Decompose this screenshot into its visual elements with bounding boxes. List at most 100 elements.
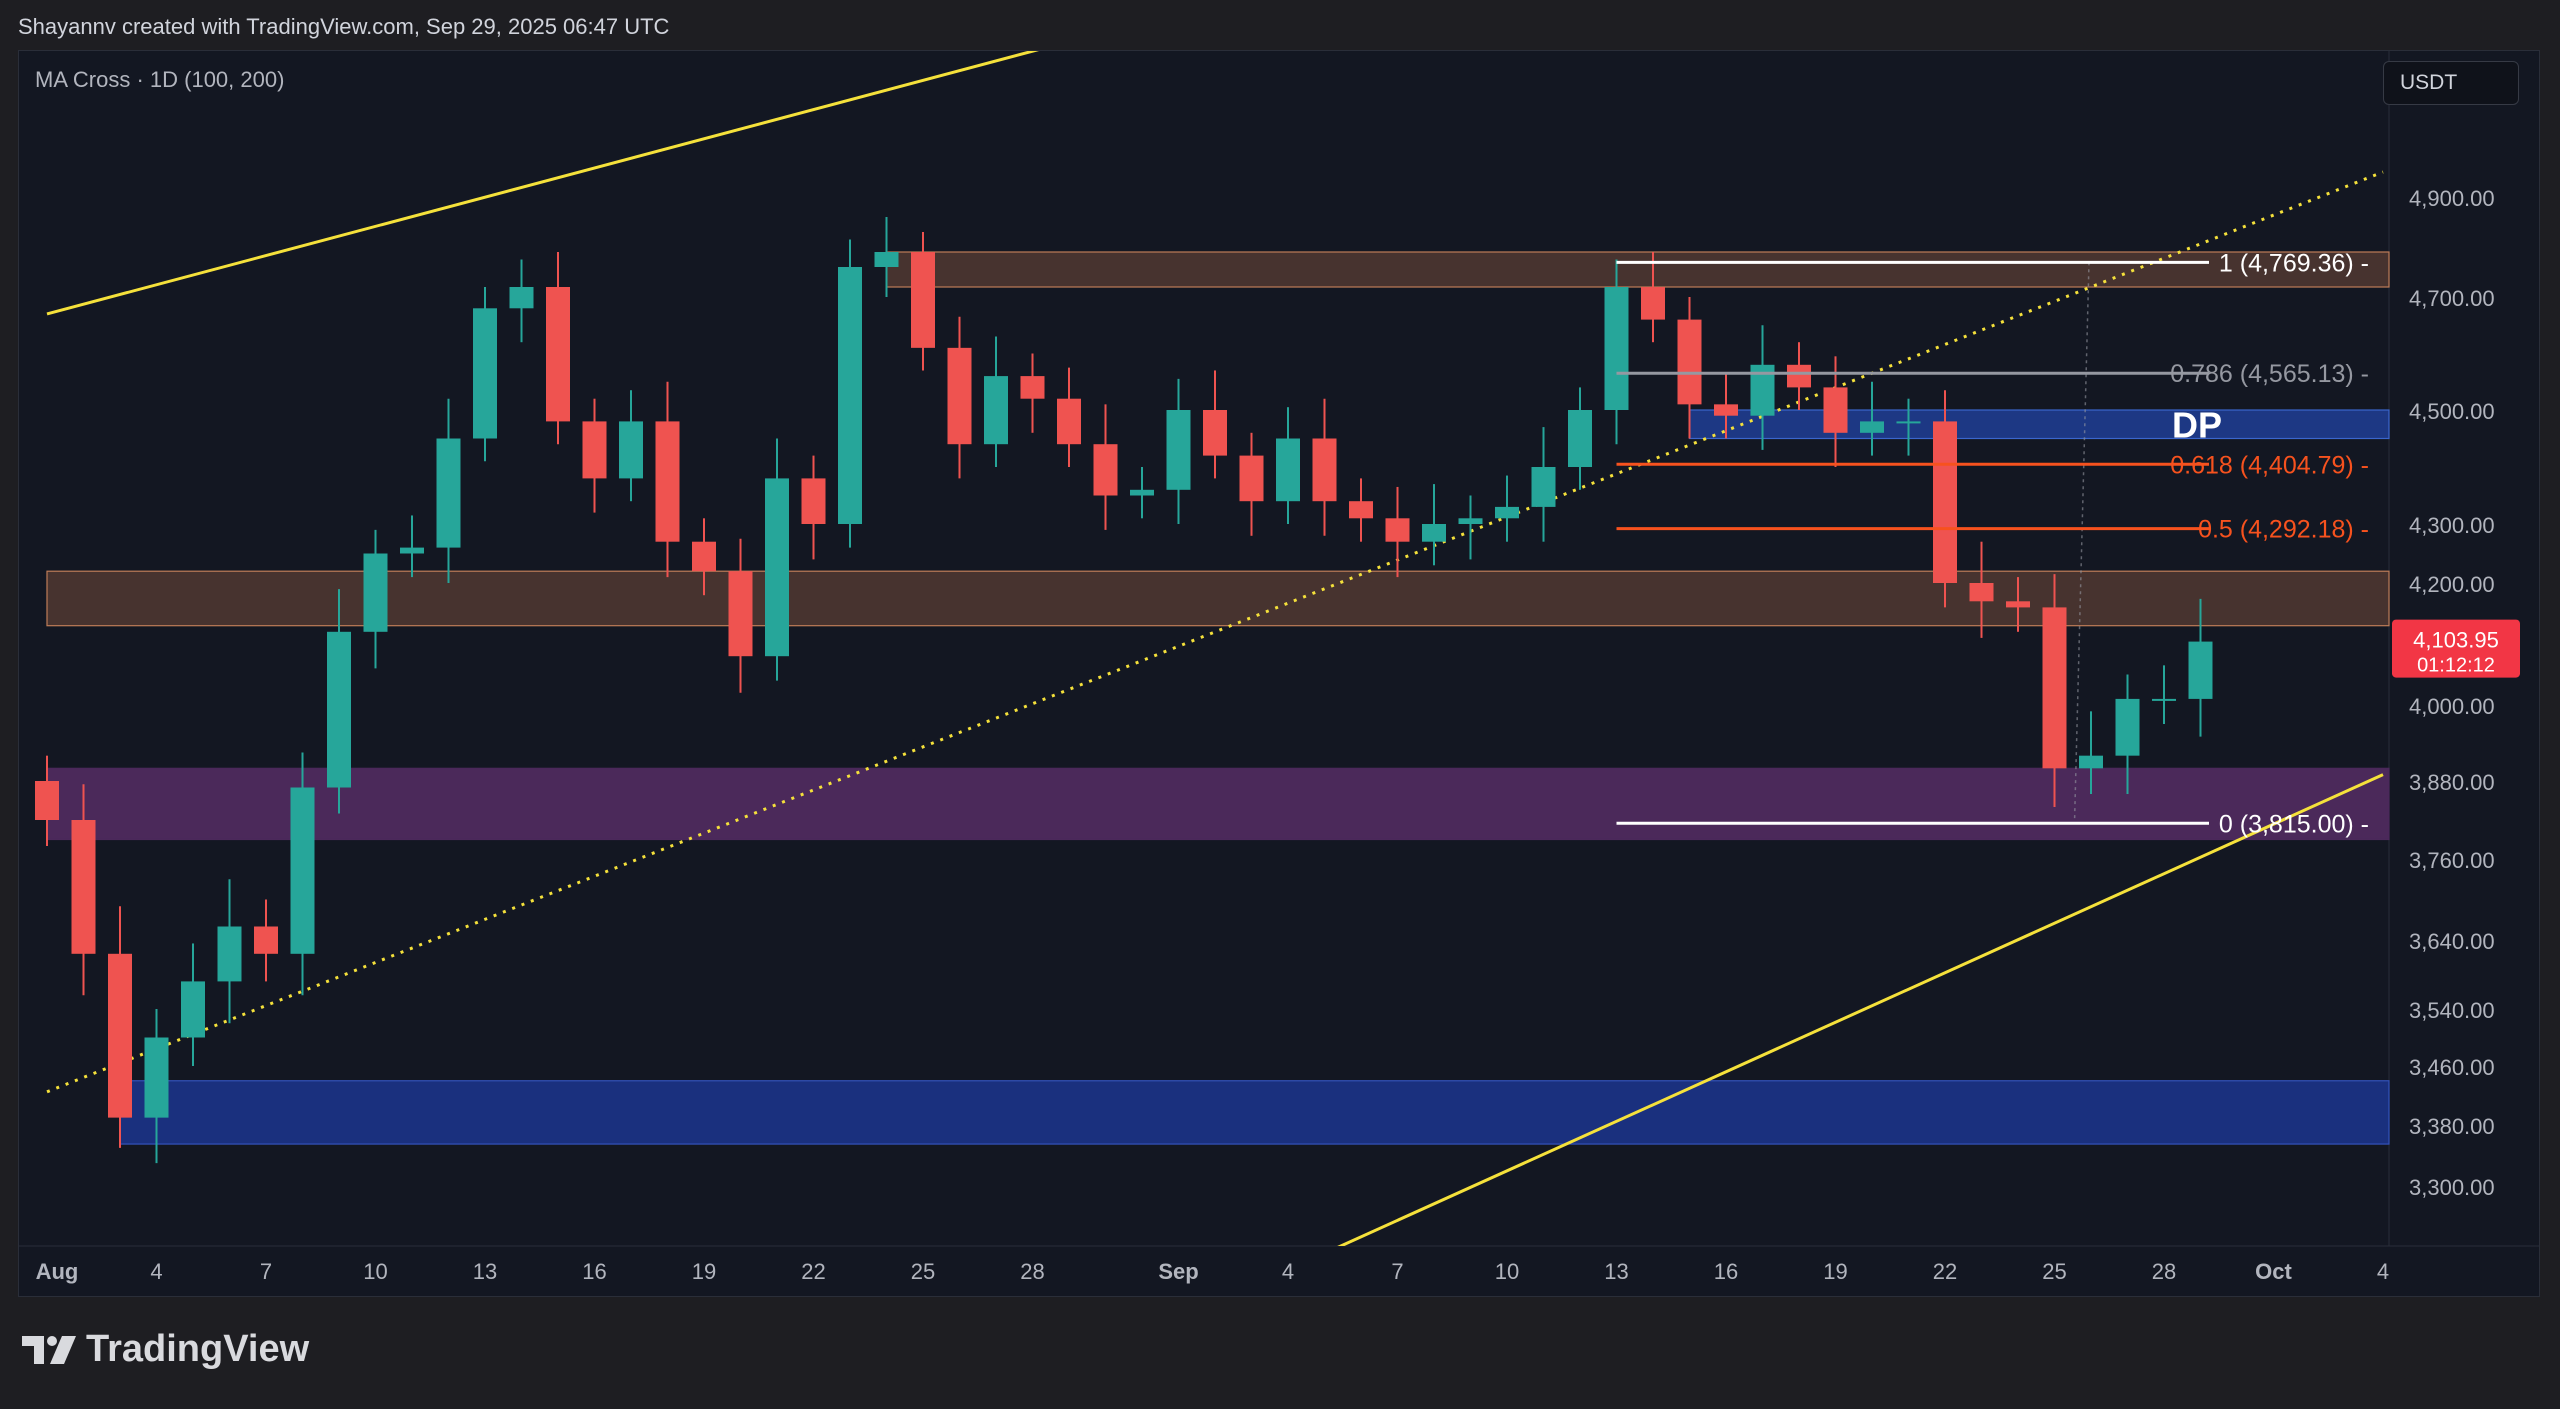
candle-2025-09-10: [1495, 475, 1519, 542]
x-tick-label: 28: [1020, 1259, 1044, 1284]
x-tick-label: 4: [2377, 1259, 2389, 1284]
candle-2025-09-04: [1276, 407, 1300, 524]
last-price-value: 4,103.95: [2413, 628, 2499, 653]
x-tick-label: Sep: [1158, 1259, 1198, 1284]
candle-2025-09-13: [1604, 259, 1629, 445]
x-tick-label: 10: [1495, 1259, 1519, 1284]
x-tick-label: 22: [801, 1259, 825, 1284]
y-tick-label: 3,540.00: [2409, 998, 2495, 1023]
candle-2025-08-16: [582, 398, 607, 513]
x-tick-label: 25: [2042, 1259, 2066, 1284]
trend-line-solid-0: [46, 51, 1040, 316]
candle-2025-08-01: [35, 755, 59, 846]
x-tick-label: 10: [363, 1259, 387, 1284]
candle-2025-08-24: [874, 217, 899, 297]
x-tick-label: 7: [1391, 1259, 1403, 1284]
fib-label-0: 0 (3,815.00) -: [2219, 810, 2369, 838]
candle-2025-09-28: [2152, 665, 2176, 724]
x-tick-label: 16: [1714, 1259, 1738, 1284]
candle-2025-08-07: [254, 899, 278, 982]
candle-2025-08-10: [363, 529, 388, 669]
x-tick-label: 13: [1604, 1259, 1628, 1284]
candle-2025-08-15: [546, 252, 570, 445]
trend-line-solid-1: [1337, 773, 2384, 1246]
zone-demand-3: [119, 1080, 2390, 1145]
candle-2025-09-12: [1568, 387, 1592, 490]
tradingview-logo[interactable]: TradingView: [22, 1328, 309, 1371]
fib-label-0.786: 0.786 (4,565.13) -: [2170, 360, 2369, 388]
tradingview-wordmark: TradingView: [86, 1328, 310, 1370]
currency-button[interactable]: USDT: [2383, 61, 2519, 105]
x-tick-label: 4: [150, 1259, 162, 1284]
candle-2025-09-24: [2006, 577, 2030, 632]
dp-zone-label: DP: [2172, 404, 2222, 445]
x-tick-label: 28: [2152, 1259, 2176, 1284]
x-tick-label: Aug: [36, 1259, 79, 1284]
candle-2025-08-31: [1130, 467, 1154, 519]
x-tick-label: 13: [473, 1259, 497, 1284]
y-tick-label: 3,880.00: [2409, 770, 2495, 795]
candle-2025-08-26: [947, 316, 972, 479]
candle-2025-08-04: [144, 1009, 169, 1164]
candle-2025-09-21: [1896, 398, 1921, 456]
candle-2025-08-29: [1057, 367, 1081, 467]
y-tick-label: 4,900.00: [2409, 186, 2495, 211]
candle-2025-08-25: [911, 232, 935, 371]
candle-2025-09-19: [1823, 356, 1848, 467]
candle-2025-09-15: [1677, 297, 1702, 439]
candle-2025-09-16: [1714, 373, 1738, 439]
candle-2025-08-03: [108, 906, 132, 1148]
candle-2025-09-20: [1860, 381, 1884, 456]
chart-attribution: Shayannv created with TradingView.com, S…: [18, 14, 670, 39]
x-tick-label: 4: [1282, 1259, 1294, 1284]
countdown-timer: 01:12:12: [2417, 655, 2495, 677]
y-tick-label: 4,300.00: [2409, 513, 2495, 538]
fib-label-0.618: 0.618 (4,404.79) -: [2170, 451, 2369, 479]
candle-2025-09-11: [1531, 427, 1556, 542]
candle-2025-09-02: [1203, 370, 1227, 479]
candle-2025-08-28: [1020, 353, 1045, 433]
chart-panel[interactable]: DP 1 (4,769.36) - 0.786 (4,565.13) - 0.618 …: [18, 50, 2540, 1297]
candle-2025-09-22: [1933, 390, 1957, 608]
candle-2025-09-08: [1422, 484, 1446, 566]
y-tick-label: 3,640.00: [2409, 929, 2495, 954]
x-tick-label: 19: [692, 1259, 716, 1284]
y-tick-label: 3,760.00: [2409, 848, 2495, 873]
fib-trend-diagonal: [2073, 262, 2090, 824]
candle-2025-09-25: [2042, 574, 2067, 807]
candle-2025-09-01: [1166, 378, 1191, 524]
candle-2025-08-02: [71, 784, 96, 996]
candle-2025-08-08: [290, 752, 315, 996]
zone-demand-2: [46, 767, 2390, 841]
fib-label-1: 1 (4,769.36) -: [2219, 249, 2369, 277]
y-tick-label: 4,000.00: [2409, 694, 2495, 719]
x-tick-label: Oct: [2255, 1259, 2292, 1284]
candle-2025-09-26: [2079, 711, 2103, 794]
candle-2025-09-03: [1239, 432, 1264, 536]
candle-2025-09-05: [1312, 398, 1337, 536]
candle-2025-08-13: [473, 287, 497, 462]
y-tick-label: 3,460.00: [2409, 1055, 2495, 1080]
zone-dp-4: [1688, 409, 2390, 440]
candle-2025-08-09: [327, 589, 351, 814]
indicator-label[interactable]: MA Cross · 1D (100, 200): [35, 67, 285, 92]
trend-line-dotted-2: [46, 170, 2384, 1094]
candle-2025-08-27: [984, 336, 1008, 467]
candle-2025-08-18: [655, 381, 680, 578]
y-tick-label: 4,500.00: [2409, 399, 2495, 424]
candle-2025-08-06: [217, 879, 242, 1024]
candle-2025-08-05: [181, 943, 205, 1066]
y-tick-label: 4,700.00: [2409, 286, 2495, 311]
candle-2025-08-23: [838, 239, 862, 548]
y-tick-label: 3,300.00: [2409, 1175, 2495, 1200]
price-chart[interactable]: DP 1 (4,769.36) - 0.786 (4,565.13) - 0.618 …: [19, 51, 2539, 1296]
candle-2025-08-19: [692, 518, 716, 596]
zone-supply-1: [46, 570, 2390, 627]
candle-2025-08-11: [400, 515, 424, 578]
candle-2025-09-06: [1349, 478, 1373, 542]
x-tick-label: 16: [582, 1259, 606, 1284]
y-tick-label: 3,380.00: [2409, 1114, 2495, 1139]
x-tick-label: 25: [911, 1259, 935, 1284]
fib-label-0.5: 0.5 (4,292.18) -: [2198, 516, 2369, 544]
